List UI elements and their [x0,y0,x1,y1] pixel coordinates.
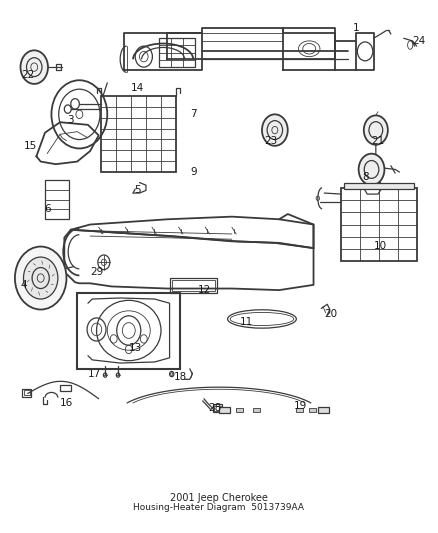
Bar [214,406,221,411]
Text: 3: 3 [67,115,74,125]
Text: 16: 16 [60,398,73,408]
Text: 5: 5 [134,185,141,196]
Circle shape [364,116,388,145]
Text: 9: 9 [190,167,197,177]
Bar [170,278,217,293]
Bar [219,407,230,414]
Text: 7: 7 [190,109,197,119]
Circle shape [262,115,288,146]
Bar [101,96,176,172]
Text: 29: 29 [90,266,103,277]
Circle shape [21,50,48,84]
Text: 15: 15 [23,141,36,151]
Bar [172,280,215,291]
Text: 4: 4 [20,280,27,290]
Text: 20: 20 [324,309,337,319]
Text: 21: 21 [371,135,385,146]
Bar [253,408,260,413]
Text: 10: 10 [374,240,387,251]
Text: Housing-Heater Diagram  5013739AA: Housing-Heater Diagram 5013739AA [134,503,304,512]
Text: 11: 11 [240,317,254,327]
Text: 8: 8 [362,172,368,182]
Text: 28: 28 [208,403,221,413]
Bar [212,404,222,413]
Circle shape [15,247,67,310]
Bar [318,407,328,414]
Text: 19: 19 [294,400,307,410]
Bar [22,389,31,397]
Circle shape [24,257,58,299]
Bar [342,188,417,261]
Text: 24: 24 [412,36,425,46]
Bar [159,38,195,67]
Text: 14: 14 [131,83,144,93]
Text: 2001 Jeep Cherokee: 2001 Jeep Cherokee [170,494,268,503]
Text: 6: 6 [44,204,50,214]
Text: 13: 13 [129,343,142,353]
Bar [236,408,243,413]
Circle shape [359,154,385,185]
Bar [24,390,29,395]
Text: 17: 17 [88,369,101,379]
Text: 22: 22 [21,70,35,80]
Text: 18: 18 [174,372,187,382]
Text: 23: 23 [264,135,277,146]
Bar [297,408,303,413]
Bar [60,385,71,391]
Bar [45,180,69,219]
Text: 12: 12 [198,285,211,295]
Bar [343,183,414,189]
Bar [309,408,316,413]
Text: 1: 1 [353,23,360,33]
